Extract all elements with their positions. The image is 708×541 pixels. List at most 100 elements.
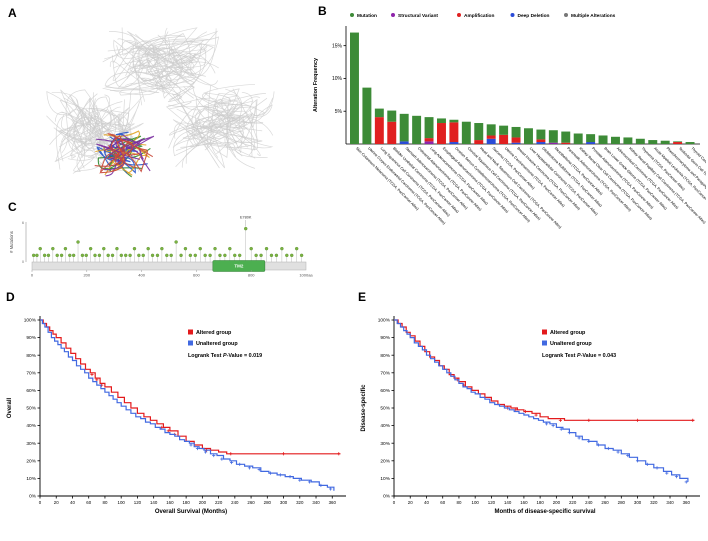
svg-text:60: 60 — [440, 500, 445, 505]
svg-text:Logrank Test P-Value = 0.043: Logrank Test P-Value = 0.043 — [542, 353, 616, 359]
alteration-frequency-bar-chart: Mutation Structural Variant Amplification D… — [313, 13, 706, 230]
svg-text:15%: 15% — [332, 43, 343, 49]
svg-text:40: 40 — [424, 500, 429, 505]
svg-text:260: 260 — [601, 500, 609, 505]
panel-e-label: E — [358, 290, 367, 304]
svg-text:200: 200 — [199, 500, 207, 505]
svg-text:120: 120 — [134, 500, 142, 505]
svg-text:50%: 50% — [26, 406, 36, 412]
svg-text:Head and Neck Squamous Cell Ca: Head and Neck Squamous Cell Carcinoma (T… — [479, 146, 562, 229]
svg-text:Altered group: Altered group — [196, 330, 232, 336]
svg-text:0: 0 — [393, 500, 396, 505]
svg-text:200: 200 — [553, 500, 561, 505]
svg-text:320: 320 — [296, 500, 304, 505]
svg-text:180: 180 — [182, 500, 190, 505]
svg-text:Logrank Test P-Value = 0.019: Logrank Test P-Value = 0.019 — [188, 353, 262, 359]
svg-text:Alteration Frequency: Alteration Frequency — [313, 58, 319, 112]
svg-text:20%: 20% — [380, 458, 390, 464]
svg-text:Unaltered group: Unaltered group — [550, 341, 592, 347]
svg-text:280: 280 — [618, 500, 626, 505]
svg-text:TM2: TM2 — [234, 264, 243, 269]
svg-text:100%: 100% — [378, 318, 391, 324]
svg-text:20: 20 — [54, 500, 59, 505]
svg-text:220: 220 — [569, 500, 577, 505]
svg-text:260: 260 — [247, 500, 255, 505]
svg-text:360: 360 — [683, 500, 691, 505]
svg-text:70%: 70% — [380, 370, 390, 376]
svg-text:240: 240 — [231, 500, 239, 505]
svg-text:90%: 90% — [380, 335, 390, 341]
svg-text:140: 140 — [150, 500, 158, 505]
panel-a-label: A — [8, 6, 17, 20]
svg-text:160: 160 — [166, 500, 174, 505]
panel-b-label: B — [318, 4, 327, 18]
svg-text:80: 80 — [457, 500, 462, 505]
svg-text:60%: 60% — [380, 388, 390, 394]
svg-text:Altered group: Altered group — [550, 330, 586, 336]
svg-text:100: 100 — [118, 500, 126, 505]
svg-text:10%: 10% — [332, 76, 343, 82]
svg-text:0%: 0% — [29, 494, 37, 500]
svg-text:Structural Variant: Structural Variant — [398, 13, 438, 19]
svg-text:20: 20 — [408, 500, 413, 505]
svg-text:50%: 50% — [380, 406, 390, 412]
svg-text:Amplification: Amplification — [464, 13, 494, 19]
svg-text:20%: 20% — [26, 458, 36, 464]
svg-text:300: 300 — [634, 500, 642, 505]
svg-text:6: 6 — [22, 221, 24, 225]
svg-text:60: 60 — [86, 500, 91, 505]
panel-d-label: D — [6, 290, 15, 304]
svg-text:300: 300 — [280, 500, 288, 505]
svg-text:10%: 10% — [380, 476, 390, 482]
svg-text:220: 220 — [215, 500, 223, 505]
overall-survival-km-plot: 0% 10% 20% 30% 40% 50% 60% 70% 80% 90% 100% 0 20 40 60… — [7, 316, 346, 515]
svg-text:180: 180 — [536, 500, 544, 505]
panel-c-label: C — [8, 200, 17, 214]
mutation-lollipop-plot: 6 0 # Mutations TM2 0 200 400 600 800 1000aa E780K — [9, 216, 313, 278]
svg-text:0: 0 — [22, 260, 24, 264]
svg-text:120: 120 — [488, 500, 496, 505]
svg-text:40%: 40% — [380, 423, 390, 429]
svg-text:40: 40 — [70, 500, 75, 505]
svg-text:Deep Deletion: Deep Deletion — [518, 13, 550, 19]
svg-text:100%: 100% — [24, 318, 37, 324]
svg-text:200: 200 — [83, 273, 90, 278]
svg-text:E780K: E780K — [240, 216, 252, 220]
disease-specific-survival-km-plot: 0% 10% 20% 30% 40% 50% 60% 70% 80% 90% 100% 0 20 40 60… — [361, 316, 700, 515]
svg-text:# Mutations: # Mutations — [9, 231, 14, 253]
svg-text:800: 800 — [248, 273, 255, 278]
svg-text:360: 360 — [329, 500, 337, 505]
protein-structure-figure — [46, 27, 275, 178]
svg-text:340: 340 — [666, 500, 674, 505]
svg-text:60%: 60% — [26, 388, 36, 394]
svg-text:100: 100 — [472, 500, 480, 505]
svg-text:160: 160 — [520, 500, 528, 505]
svg-text:70%: 70% — [26, 370, 36, 376]
svg-text:0%: 0% — [383, 494, 391, 500]
svg-text:Overall: Overall — [7, 398, 13, 419]
svg-text:340: 340 — [312, 500, 320, 505]
svg-text:Mutation: Mutation — [357, 13, 377, 19]
svg-text:40%: 40% — [26, 423, 36, 429]
svg-text:0: 0 — [31, 273, 34, 278]
svg-text:1000aa: 1000aa — [299, 273, 313, 278]
svg-text:5%: 5% — [335, 109, 343, 115]
svg-text:30%: 30% — [26, 441, 36, 447]
svg-text:320: 320 — [650, 500, 658, 505]
svg-text:Months of disease-specific sur: Months of disease-specific survival — [494, 509, 595, 515]
svg-text:80%: 80% — [380, 353, 390, 359]
svg-text:600: 600 — [193, 273, 200, 278]
svg-text:280: 280 — [264, 500, 272, 505]
svg-text:240: 240 — [585, 500, 593, 505]
svg-text:400: 400 — [138, 273, 145, 278]
svg-text:Unaltered group: Unaltered group — [196, 341, 238, 347]
svg-text:90%: 90% — [26, 335, 36, 341]
svg-text:0: 0 — [39, 500, 42, 505]
svg-text:Overall Survival (Months): Overall Survival (Months) — [155, 509, 227, 515]
svg-text:80%: 80% — [26, 353, 36, 359]
svg-text:Multiple Alterations: Multiple Alterations — [571, 13, 616, 19]
svg-text:80: 80 — [103, 500, 108, 505]
svg-text:30%: 30% — [380, 441, 390, 447]
svg-text:140: 140 — [504, 500, 512, 505]
